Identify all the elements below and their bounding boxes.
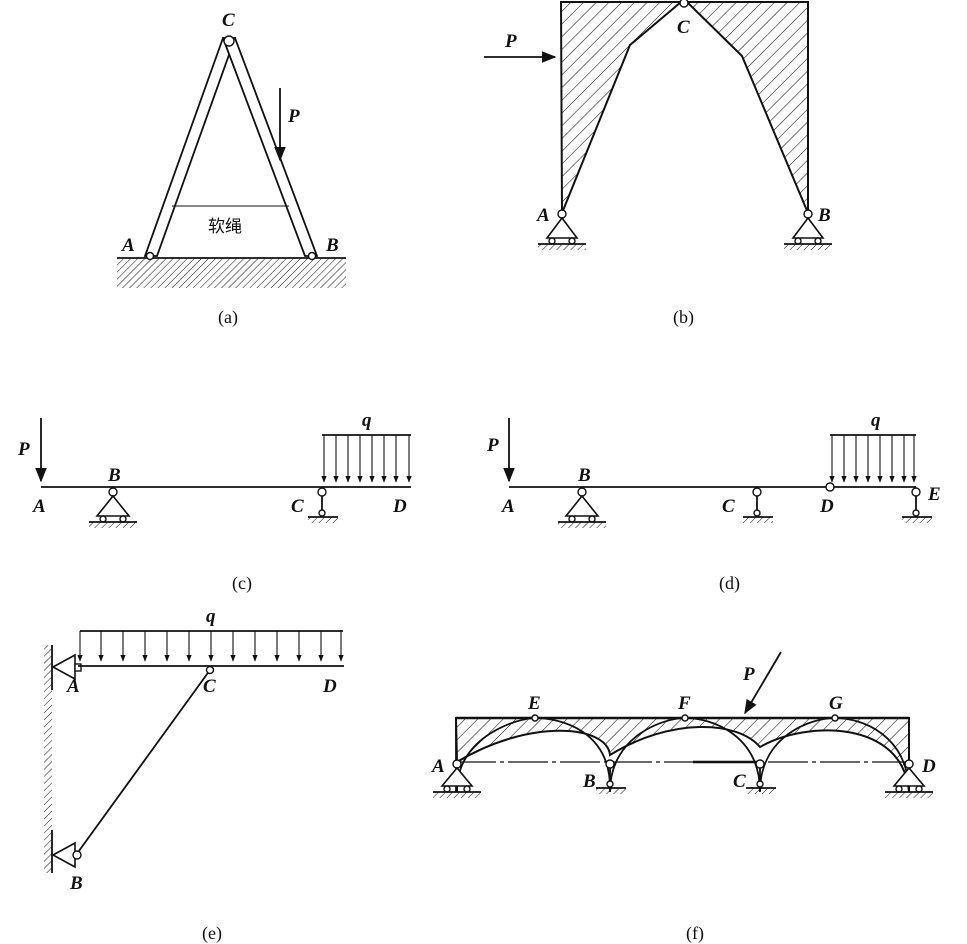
label-q: q — [362, 410, 372, 431]
support-C-pin — [318, 509, 326, 517]
hinge-B — [72, 850, 82, 860]
label-P: P — [486, 435, 499, 456]
support-B-ground — [558, 522, 606, 528]
support-C-pin — [756, 780, 764, 788]
hinge-E — [531, 714, 539, 722]
label-C: C — [677, 17, 690, 38]
wall-hatch — [44, 645, 52, 873]
hinge-C — [679, 0, 689, 8]
label-D: D — [921, 756, 936, 777]
support-A-ground — [433, 792, 481, 798]
right-body — [684, 0, 809, 214]
figure-e: q A C D B (e) — [44, 606, 344, 944]
label-B: B — [107, 465, 121, 486]
label-P: P — [287, 106, 300, 127]
label-B: B — [69, 873, 83, 894]
label-B: B — [817, 205, 831, 226]
support-B — [791, 216, 825, 239]
label-A: A — [501, 496, 515, 517]
hinge-C — [317, 487, 327, 497]
figure-a: 软绳 P C A B (a) — [117, 10, 346, 328]
caption-a: (a) — [218, 307, 238, 328]
caption-f: (f) — [686, 923, 704, 944]
strut-BC — [75, 669, 211, 856]
support-E-ground — [902, 517, 932, 523]
load-q-arrows — [829, 435, 917, 483]
figure-b: P C A B (b) — [484, 0, 832, 328]
support-C-ground — [308, 517, 338, 523]
support-C-pin — [753, 509, 761, 517]
label-q: q — [206, 606, 216, 627]
left-body — [559, 1, 684, 214]
support-B-pin — [606, 780, 614, 788]
hinge-D — [825, 482, 835, 492]
label-F: F — [677, 693, 691, 714]
figure-f: P E F G A B C D (f) — [431, 651, 936, 944]
support-A — [545, 216, 579, 239]
ground-hatch — [117, 258, 346, 288]
support-B — [51, 841, 76, 869]
hinge-A — [74, 663, 82, 672]
caption-e: (e) — [202, 923, 222, 944]
support-B-ground — [784, 244, 832, 250]
figure-d: P q A B — [486, 410, 941, 594]
load-q-arrows — [321, 435, 412, 483]
support-B-ground — [89, 522, 137, 528]
hinge-C — [755, 759, 765, 769]
label-A: A — [536, 205, 550, 226]
label-C: C — [722, 496, 735, 517]
load-q-arrows — [77, 631, 344, 662]
label-P: P — [17, 439, 30, 460]
label-C: C — [203, 676, 216, 697]
label-C: C — [291, 496, 304, 517]
support-C-ground — [743, 517, 773, 523]
label-A: A — [66, 676, 80, 697]
support-B — [95, 494, 131, 517]
label-P: P — [504, 31, 517, 52]
support-E-pin — [912, 509, 920, 517]
support-A — [440, 766, 474, 787]
hinge-A — [145, 251, 155, 261]
support-D — [892, 766, 926, 787]
hinge-B — [605, 759, 615, 769]
hinge-E — [911, 487, 921, 497]
label-A: A — [32, 496, 46, 517]
label-C: C — [733, 771, 746, 792]
caption-b: (b) — [673, 307, 694, 328]
label-B: B — [325, 235, 339, 256]
support-D-ground — [885, 792, 933, 798]
caption-d: (d) — [719, 573, 740, 594]
label-B: B — [582, 771, 596, 792]
rope-label: 软绳 — [208, 217, 242, 237]
label-D: D — [392, 496, 407, 517]
label-A: A — [431, 756, 445, 777]
support-C-ground — [746, 788, 776, 794]
label-D: D — [322, 676, 337, 697]
hinge-C — [223, 35, 235, 47]
label-E: E — [927, 484, 941, 505]
label-E: E — [527, 693, 541, 714]
hinge-G — [831, 714, 839, 722]
hinge-C — [752, 487, 762, 497]
label-C: C — [222, 10, 235, 31]
label-A: A — [121, 235, 135, 256]
support-B — [564, 494, 600, 517]
label-D: D — [819, 496, 834, 517]
hinge-C — [205, 665, 215, 675]
label-q: q — [871, 410, 881, 431]
hinge-F — [681, 714, 689, 722]
label-G: G — [829, 693, 843, 714]
force-P-arrow — [744, 651, 782, 715]
support-B-ground — [596, 788, 626, 794]
caption-c: (c) — [232, 573, 252, 594]
label-P: P — [742, 664, 755, 685]
figure-c: P q A B C D (c) — [17, 410, 412, 594]
label-B: B — [577, 465, 591, 486]
support-A-ground — [538, 244, 586, 250]
hinge-B — [307, 251, 317, 261]
arch-deck — [454, 717, 910, 793]
